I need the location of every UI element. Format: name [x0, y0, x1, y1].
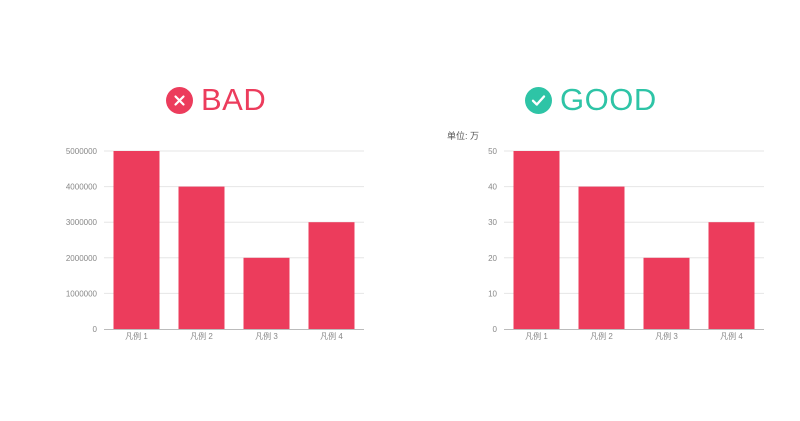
y-tick-label: 0 — [93, 325, 98, 334]
good-bar-chart: 0 10 20 30 40 50 凡例 1 凡例 2 凡例 3 凡例 4 — [488, 147, 764, 341]
check-icon — [525, 86, 552, 114]
x-tick-label: 凡例 4 — [320, 331, 343, 341]
good-heading: GOOD — [525, 80, 657, 120]
x-tick-label: 凡例 3 — [655, 331, 678, 341]
bar — [643, 257, 690, 329]
x-tick-label: 凡例 1 — [525, 331, 548, 341]
x-tick-label: 凡例 3 — [255, 331, 278, 341]
bar — [243, 257, 290, 329]
good-title: GOOD — [560, 82, 657, 117]
bad-title: BAD — [201, 82, 267, 117]
good-panel: GOOD 单位: 万 0 10 20 30 40 50 凡例 1 凡例 2 凡例 3 凡例 4 — [400, 0, 800, 421]
y-tick-label: 1000000 — [66, 289, 98, 298]
y-tick-label: 10 — [488, 289, 497, 298]
bar — [513, 151, 560, 329]
bar — [708, 222, 755, 329]
bar — [578, 186, 625, 329]
y-tick-label: 3000000 — [66, 218, 98, 227]
y-tick-label: 30 — [488, 218, 497, 227]
y-tick-label: 40 — [488, 183, 497, 192]
close-icon — [166, 86, 193, 114]
x-tick-label: 凡例 2 — [590, 331, 613, 341]
y-tick-label: 0 — [493, 325, 498, 334]
y-tick-label: 20 — [488, 254, 497, 263]
x-tick-label: 凡例 1 — [125, 331, 148, 341]
bar — [178, 186, 225, 329]
y-tick-label: 50 — [488, 147, 497, 156]
x-tick-label: 凡例 4 — [720, 331, 743, 341]
bad-panel: BAD 0 1000000 2000000 3000000 4000000 5000000… — [66, 80, 364, 341]
bar — [308, 222, 355, 329]
bad-bar-chart: 0 1000000 2000000 3000000 4000000 5000000 凡例 1… — [66, 147, 364, 341]
bad-heading: BAD — [166, 80, 266, 120]
y-tick-label: 5000000 — [66, 147, 98, 156]
bar — [113, 151, 160, 329]
y-tick-label: 2000000 — [66, 254, 98, 263]
x-tick-label: 凡例 2 — [190, 331, 213, 341]
y-tick-label: 4000000 — [66, 183, 98, 192]
unit-label: 单位: 万 — [447, 131, 480, 141]
